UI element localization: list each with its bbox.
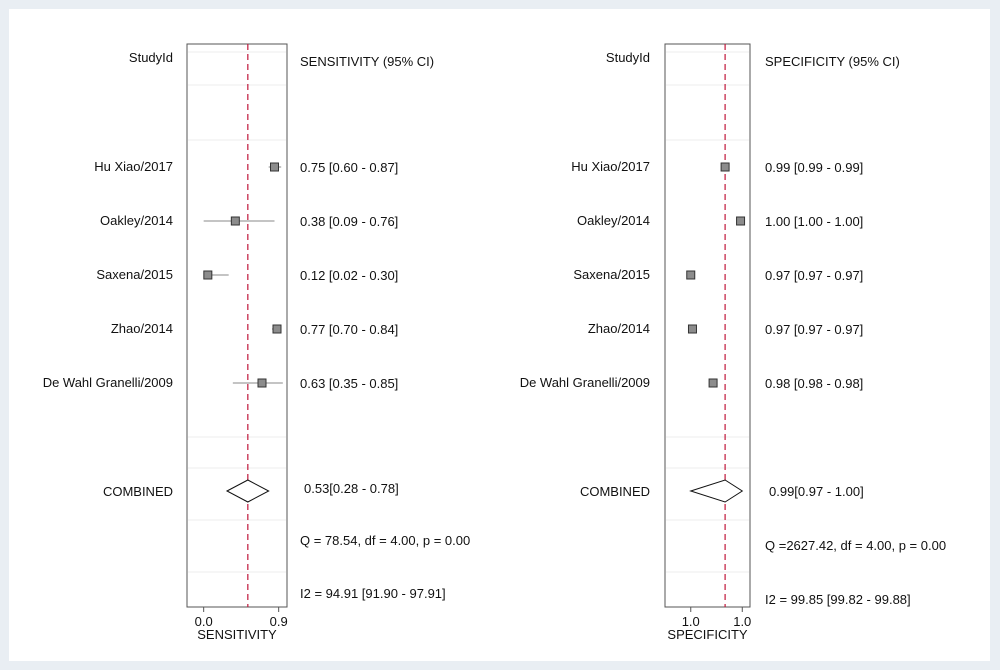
study-name: Oakley/2014 [577,213,650,228]
combined-row: COMBINED 0.99[0.97 - 1.00] [580,479,864,503]
heterogeneity-i2: I2 = 94.91 [91.90 - 97.91] [300,586,446,601]
combined-estimate-label: 0.99[0.97 - 1.00] [769,484,864,499]
x-tick-label: 1.0 [682,614,700,629]
study-estimate-label: 0.97 [0.97 - 0.97] [765,268,863,283]
study-estimate-label: 0.77 [0.70 - 0.84] [300,322,398,337]
study-marker [257,378,267,388]
study-estimate-label: 1.00 [1.00 - 1.00] [765,214,863,229]
study-marker [270,162,279,172]
plot-frame [664,43,751,608]
study-marker [272,324,282,334]
study-name: Saxena/2015 [96,267,173,282]
study-estimate-label: 0.99 [0.99 - 0.99] [765,160,863,175]
heterogeneity-i2: I2 = 99.85 [99.82 - 99.88] [765,592,911,607]
stat-header: SPECIFICITY (95% CI) [765,54,900,69]
study-estimate-label: 0.12 [0.02 - 0.30] [300,268,398,283]
study-name: Hu Xiao/2017 [94,159,173,174]
combined-row: COMBINED 0.53[0.28 - 0.78] [103,479,399,503]
study-row: Saxena/2015 0.12 [0.02 - 0.30] [96,267,398,283]
study-name: Saxena/2015 [573,267,650,282]
x-tick-label: 1.0 [733,614,751,629]
combined-label: COMBINED [103,484,173,499]
combined-diamond [689,479,744,503]
heterogeneity-q: Q = 78.54, df = 4.00, p = 0.00 [300,533,470,548]
forest-panel-specificity: StudyId SPECIFICITY (95% CI) Hu Xiao/2017 0… [520,43,946,642]
figure-background [9,9,990,661]
combined-diamond [225,479,270,503]
study-estimate-label: 0.38 [0.09 - 0.76] [300,214,398,229]
study-row: Zhao/2014 0.97 [0.97 - 0.97] [588,321,863,337]
study-row: De Wahl Granelli/2009 0.98 [0.98 - 0.98] [520,375,864,391]
study-name: Zhao/2014 [588,321,650,336]
study-row: De Wahl Granelli/2009 0.63 [0.35 - 0.85] [43,375,399,391]
study-name: Hu Xiao/2017 [571,159,650,174]
stat-header: SENSITIVITY (95% CI) [300,54,434,69]
study-row: Hu Xiao/2017 0.75 [0.60 - 0.87] [94,159,398,175]
study-row: Oakley/2014 1.00 [1.00 - 1.00] [577,213,863,229]
study-marker [687,324,697,334]
combined-estimate-label: 0.53[0.28 - 0.78] [304,481,399,496]
study-estimate-label: 0.63 [0.35 - 0.85] [300,376,398,391]
study-marker [230,216,240,226]
x-tick-label: 0.0 [195,614,213,629]
study-row: Zhao/2014 0.77 [0.70 - 0.84] [111,321,398,337]
x-axis-label: SENSITIVITY [197,627,277,642]
x-axis-label: SPECIFICITY [667,627,748,642]
plot-frame [186,43,288,608]
study-row: Oakley/2014 0.38 [0.09 - 0.76] [100,213,398,229]
study-marker [720,162,730,172]
study-marker [686,270,696,280]
study-name: De Wahl Granelli/2009 [43,375,173,390]
study-estimate-label: 0.75 [0.60 - 0.87] [300,160,398,175]
study-estimate-label: 0.98 [0.98 - 0.98] [765,376,863,391]
study-row: Hu Xiao/2017 0.99 [0.99 - 0.99] [571,159,863,175]
study-marker [203,270,213,280]
heterogeneity-q: Q =2627.42, df = 4.00, p = 0.00 [765,538,946,553]
x-tick-label: 0.9 [270,614,288,629]
study-header: StudyId [606,50,650,65]
study-name: Oakley/2014 [100,213,173,228]
forest-panel-sensitivity: StudyId SENSITIVITY (95% CI) Hu Xiao/2017 0… [43,43,470,642]
study-marker [708,378,718,388]
combined-label: COMBINED [580,484,650,499]
study-estimate-label: 0.97 [0.97 - 0.97] [765,322,863,337]
study-name: De Wahl Granelli/2009 [520,375,650,390]
study-marker [736,216,746,226]
study-row: Saxena/2015 0.97 [0.97 - 0.97] [573,267,863,283]
study-name: Zhao/2014 [111,321,173,336]
study-header: StudyId [129,50,173,65]
